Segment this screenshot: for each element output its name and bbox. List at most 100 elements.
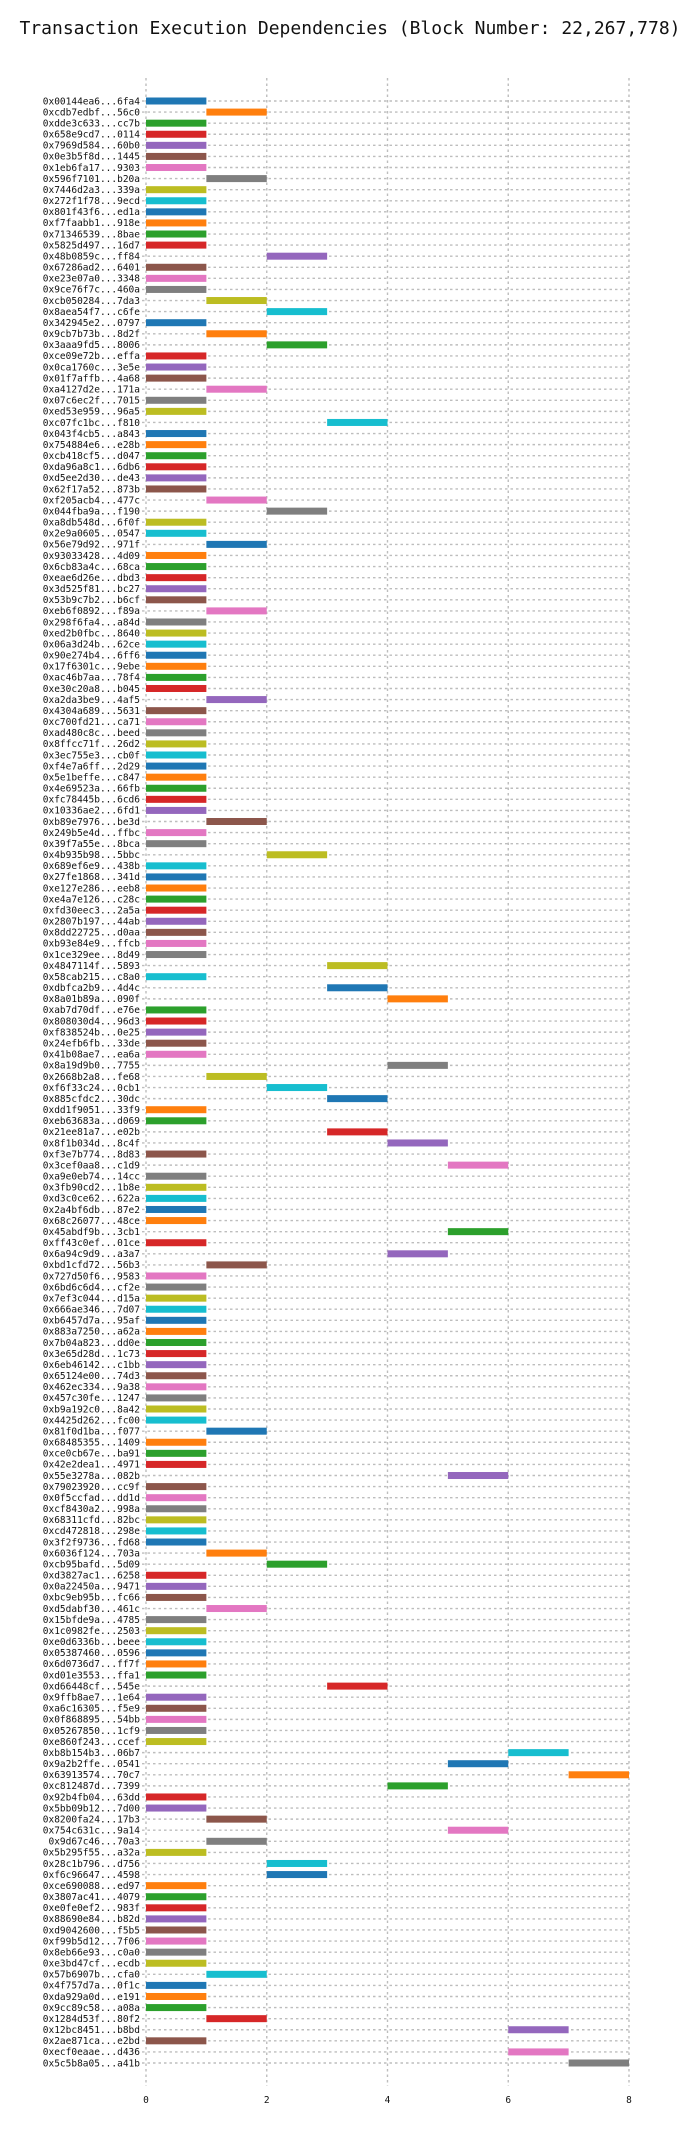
transaction-bar: [146, 1194, 207, 1202]
transaction-bar: [146, 1361, 207, 1369]
transaction-bar: [146, 684, 207, 692]
transaction-label: 0x00144ea6...6fa4: [43, 96, 141, 107]
transaction-bar: [146, 208, 207, 216]
transaction-bar: [146, 2004, 207, 2012]
transaction-label: 0xd3827ac1...6258: [43, 1571, 141, 1582]
transaction-label: 0x81f0d1ba...f077: [43, 1426, 140, 1437]
transaction-label: 0x9ffb8ae7...1e64: [43, 1693, 141, 1704]
transaction-label: 0xc07fc1bc...f810: [43, 418, 141, 429]
transaction-label: 0x457c30fe...1247: [43, 1393, 140, 1404]
transaction-bar: [146, 1294, 207, 1302]
transaction-bar: [146, 1582, 207, 1590]
transaction-label: 0xff43c0ef...01ce: [43, 1238, 141, 1249]
transaction-bar: [146, 618, 207, 626]
transaction-label: 0x41b08ae7...ea6a: [43, 1050, 140, 1061]
transaction-label: 0xab7d70df...e76e: [43, 1005, 141, 1016]
transaction-bar: [266, 252, 328, 260]
transaction-bar: [146, 1350, 207, 1358]
transaction-bar: [206, 330, 267, 338]
transaction-bar: [146, 1117, 207, 1125]
transaction-label: 0xe4a7e126...c28c: [43, 894, 140, 905]
transaction-bar: [146, 186, 207, 194]
transaction-bar: [146, 1926, 207, 1934]
transaction-bar: [206, 108, 267, 116]
transaction-bar: [146, 673, 207, 681]
transaction-bar: [146, 1483, 207, 1491]
transaction-label: 0x885cfdc2...30dc: [43, 1094, 140, 1105]
transaction-label: 0xa2da3be9...4af5: [43, 695, 140, 706]
transaction-bar: [146, 430, 207, 438]
transaction-label: 0x6cb83a4c...68ca: [43, 562, 140, 573]
transaction-bar: [146, 718, 207, 726]
transaction-bar: [146, 1893, 207, 1901]
transaction-bar: [146, 285, 207, 293]
transaction-bar: [266, 851, 328, 859]
transaction-bar: [146, 1882, 207, 1890]
transaction-label: 0x17f6301c...9ebe: [43, 662, 141, 673]
transaction-label: 0x1eb6fa17...9303: [43, 163, 140, 174]
transaction-bar: [146, 729, 207, 737]
transaction-label: 0x3ec755e3...cb0f: [43, 750, 140, 761]
transaction-label: 0x4847114f...5893: [43, 961, 140, 972]
transaction-label: 0xdd1f9051...33f9: [43, 1105, 141, 1116]
transaction-label: 0x90e274b4...6ff6: [43, 651, 141, 662]
transaction-bar: [146, 1106, 207, 1114]
transaction-label: 0x4e69523a...66fb: [43, 784, 141, 795]
transaction-label: 0x7969d584...60b0: [43, 141, 141, 152]
transaction-label: 0x883a7250...a62a: [43, 1327, 140, 1338]
transaction-bar: [146, 1638, 207, 1646]
transaction-label: 0xda96a8c1...6db6: [43, 462, 141, 473]
transaction-bar: [146, 352, 207, 360]
transaction-label: 0xd3c0ce62...622a: [43, 1194, 140, 1205]
transaction-bar: [266, 1859, 328, 1867]
transaction-bar: [327, 962, 388, 970]
transaction-bar: [146, 574, 207, 582]
transaction-label: 0x05267850...1cf9: [43, 1726, 141, 1737]
transaction-label: 0xda929a0d...e191: [43, 1992, 141, 2003]
transaction-bar: [146, 97, 207, 105]
transaction-bar: [146, 795, 207, 803]
transaction-label: 0x28c1b796...d756: [43, 1859, 141, 1870]
transaction-label: 0x7446d2a3...339a: [43, 185, 140, 196]
transaction-bar: [146, 1405, 207, 1413]
transaction-label: 0x27fe1868...341d: [43, 872, 140, 883]
transaction-bar: [146, 1039, 207, 1047]
transaction-label: 0x727d50f6...9583: [43, 1271, 140, 1282]
transaction-bar: [146, 1449, 207, 1457]
transaction-bar: [146, 130, 207, 138]
transaction-label: 0xbd1cfd72...56b3: [43, 1260, 140, 1271]
transaction-bar: [146, 939, 207, 947]
transaction-bar: [387, 1061, 448, 1069]
transaction-bar: [206, 607, 267, 615]
transaction-bar: [327, 1128, 388, 1136]
transaction-label: 0xdbfca2b9...4d4c: [43, 983, 140, 994]
transaction-bar: [447, 1472, 509, 1480]
transaction-bar: [146, 917, 207, 925]
transaction-bar: [146, 1937, 207, 1945]
transaction-label: 0xd5dabf30...461c: [43, 1604, 140, 1615]
transaction-bar: [146, 1028, 207, 1036]
transaction-label: 0x9d67c46...70a3: [48, 1837, 140, 1848]
transaction-label: 0x53b9c7b2...b6cf: [43, 595, 140, 606]
transaction-bar: [146, 1172, 207, 1180]
transaction-bar: [146, 1283, 207, 1291]
transaction-label: 0xb89e7976...be3d: [43, 817, 140, 828]
transaction-bar: [146, 1505, 207, 1513]
transaction-label: 0xcdb7edbf...56c0: [43, 107, 141, 118]
transaction-label: 0xf4e7a6ff...2d29: [43, 761, 141, 772]
transaction-label: 0xce0cb67e...ba91: [43, 1449, 141, 1460]
transaction-bar: [146, 2037, 207, 2045]
transaction-bar: [146, 1915, 207, 1923]
transaction-bar: [146, 951, 207, 959]
transaction-bar: [146, 1494, 207, 1502]
transaction-bar: [206, 2015, 267, 2023]
transaction-bar: [146, 563, 207, 571]
transaction-bar: [146, 629, 207, 637]
transaction-bar: [146, 1316, 207, 1324]
transaction-bar: [146, 1372, 207, 1380]
transaction-bar: [146, 119, 207, 127]
transaction-bar: [327, 1682, 388, 1690]
transaction-bar: [146, 1571, 207, 1579]
transaction-bar: [206, 696, 267, 704]
transaction-bar: [327, 984, 388, 992]
